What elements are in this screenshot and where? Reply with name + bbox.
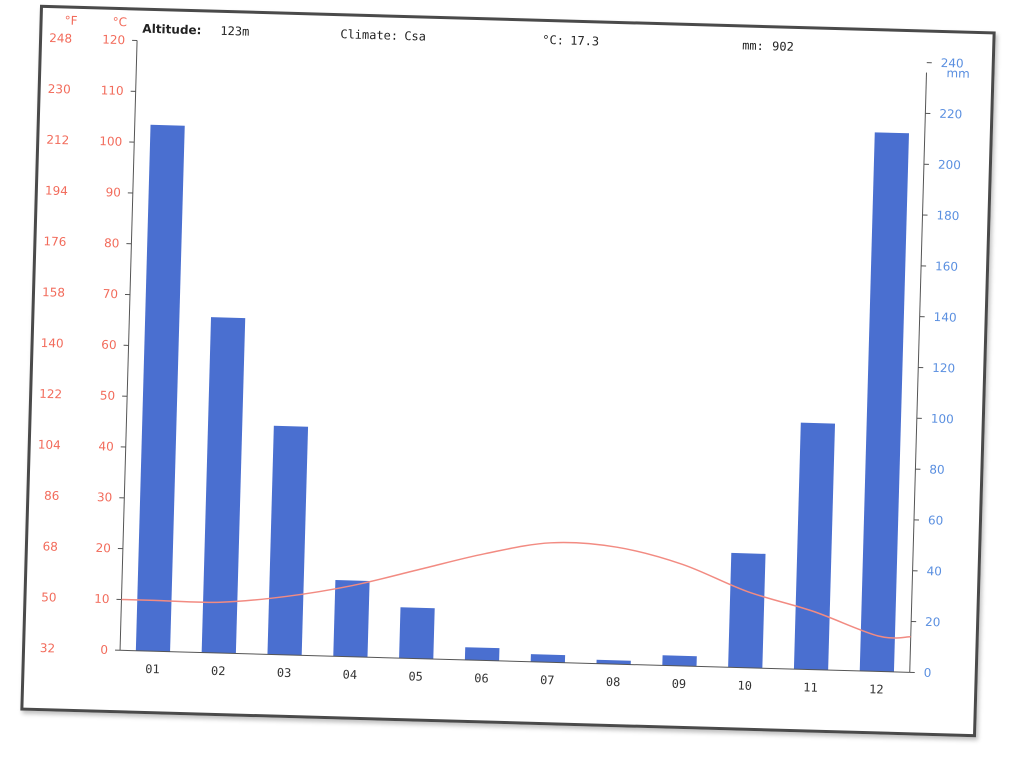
left-axis-line: [119, 40, 138, 651]
precipitation-total-value: 902: [772, 39, 794, 54]
month-tick-label: 07: [540, 673, 555, 687]
fahrenheit-tick-label: 176: [43, 234, 66, 249]
precipitation-bar: [793, 422, 836, 671]
mm-tick-label: 180: [936, 208, 959, 223]
precipitation-bar: [530, 654, 566, 663]
temperature-mean-value: 17.3: [570, 34, 599, 49]
mm-tick-label: 200: [938, 158, 961, 173]
climate-value: Csa: [404, 29, 426, 44]
precipitation-bar: [135, 124, 185, 652]
fahrenheit-tick-label: 68: [42, 539, 58, 553]
month-tick-label: 02: [211, 664, 226, 678]
precipitation-bar: [399, 607, 435, 660]
celsius-tick-label: 10: [94, 592, 110, 606]
mm-tick-label: 80: [929, 462, 945, 476]
month-tick-label: 11: [803, 680, 818, 694]
mm-tick-label: 120: [932, 361, 955, 376]
celsius-tick-label: 90: [105, 185, 121, 199]
altitude-label: Altitude:: [142, 22, 201, 38]
celsius-tick-label: 0: [100, 643, 108, 657]
climate-chart-card: Altitude: 123m Climate: Csa °C: 17.3 mm:…: [20, 4, 996, 738]
climate-chart: Altitude: 123m Climate: Csa °C: 17.3 mm:…: [38, 13, 970, 697]
celsius-tick-label: 50: [100, 388, 116, 402]
celsius-tick-label: 100: [99, 134, 122, 149]
fahrenheit-tick-label: 104: [38, 438, 61, 453]
fahrenheit-tick-label: 32: [40, 641, 56, 655]
celsius-unit-label: °C: [112, 15, 127, 29]
fahrenheit-tick-label: 248: [49, 31, 72, 46]
precipitation-axis: 0 20 40 60 80 100 120 140 160 180 200 220 240: [909, 56, 964, 680]
celsius-tick-label: 70: [103, 287, 119, 301]
month-tick-label: 06: [474, 671, 489, 685]
mm-tick-label: 140: [933, 310, 956, 325]
fahrenheit-tick-label: 122: [39, 387, 62, 402]
month-tick-label: 04: [342, 668, 357, 682]
fahrenheit-tick-label: 140: [40, 336, 63, 351]
fahrenheit-unit-label: °F: [64, 13, 77, 27]
celsius-tick-label: 80: [104, 236, 120, 250]
mm-tick-label: 240: [941, 56, 964, 71]
temperature-mean-label: °C:: [542, 33, 564, 48]
month-tick-label: 05: [408, 669, 423, 683]
mm-tick-label: 60: [928, 513, 944, 527]
precipitation-bar: [662, 655, 697, 667]
fahrenheit-tick-label: 230: [48, 82, 71, 97]
celsius-tick-label: 40: [98, 439, 114, 453]
month-tick-label: 09: [671, 677, 686, 691]
precipitation-bar: [333, 580, 370, 658]
celsius-tick-label: 20: [95, 541, 111, 555]
temperature-line: [121, 541, 911, 639]
fahrenheit-tick-label: 212: [46, 133, 69, 148]
fahrenheit-tick-label: 158: [42, 285, 65, 300]
precipitation-bar: [464, 647, 500, 661]
temperature-axis: 0 32 10 50 20 68 30 86 40 104 50 122 60 140 70 158 80 176…: [38, 31, 138, 657]
month-axis: 01 02 03 04 05 06 07 08 09 10 11 12: [120, 649, 910, 697]
climate-label: Climate:: [340, 27, 398, 43]
month-tick-label: 10: [737, 679, 752, 693]
celsius-tick-label: 120: [102, 33, 125, 48]
precipitation-total-label: mm:: [742, 38, 764, 53]
month-tick-label: 08: [606, 675, 621, 689]
precipitation-bar: [267, 425, 309, 656]
altitude-value: 123m: [220, 24, 249, 39]
mm-tick-label: 40: [926, 564, 942, 578]
mm-unit-label: mm: [946, 66, 970, 81]
celsius-tick-label: 30: [97, 490, 113, 504]
month-tick-label: 12: [869, 682, 884, 696]
precipitation-bars: [135, 124, 909, 672]
right-axis-line: [909, 72, 927, 673]
precipitation-bar: [859, 132, 909, 672]
fahrenheit-tick-label: 50: [41, 590, 57, 604]
mm-tick-label: 220: [939, 107, 962, 122]
mm-tick-label: 160: [935, 259, 958, 274]
fahrenheit-tick-label: 194: [45, 184, 68, 199]
precipitation-bar: [201, 317, 246, 654]
mm-tick-label: 0: [924, 666, 932, 680]
month-tick-label: 03: [277, 666, 292, 680]
month-tick-label: 01: [145, 662, 160, 676]
celsius-tick-label: 60: [101, 338, 117, 352]
precipitation-bar: [728, 552, 766, 669]
mm-tick-label: 20: [925, 615, 941, 629]
fahrenheit-tick-label: 86: [44, 489, 60, 503]
celsius-tick-label: 110: [101, 83, 124, 98]
x-axis-line: [120, 649, 910, 673]
mm-tick-label: 100: [931, 412, 954, 427]
